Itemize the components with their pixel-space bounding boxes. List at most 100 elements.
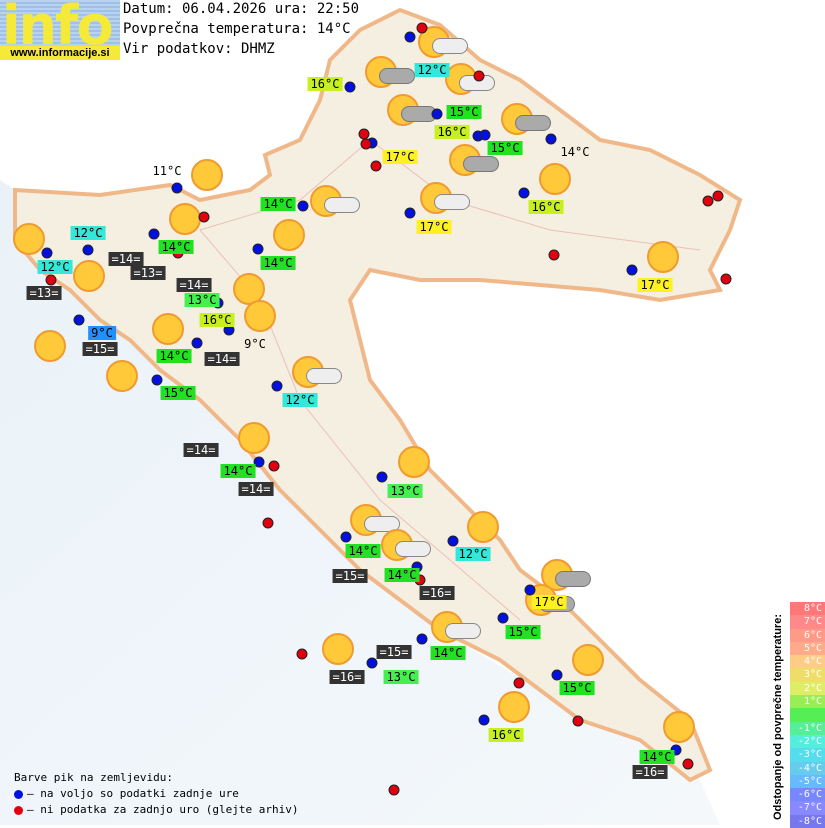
average-temperature: Povprečna temperatura: 14°C: [123, 21, 351, 37]
station-dot-red[interactable]: [268, 460, 280, 472]
temperature-label: 14°C: [560, 145, 590, 159]
station-dot-red[interactable]: [262, 517, 274, 529]
sea-temperature-label: =13=: [130, 266, 166, 280]
temperature-label: 14°C: [156, 349, 192, 363]
station-dot-red[interactable]: [572, 715, 584, 727]
station-dot-blue[interactable]: [271, 380, 283, 392]
temperature-label: 14°C: [260, 197, 296, 211]
legend-title: Barve pik na zemljevidu:: [14, 771, 173, 784]
sea-temperature-label: =14=: [238, 482, 274, 496]
deviation-scale: 8°C 7°C 6°C 5°C 4°C 3°C 2°C 1°C -1°C -2°C -3°C -4°C…: [790, 602, 825, 828]
station-dot-red[interactable]: [370, 160, 382, 172]
blue-dot-icon: [14, 789, 23, 799]
station-dot-blue[interactable]: [416, 633, 428, 645]
station-dot-red[interactable]: [548, 249, 560, 261]
legend-blue: – na voljo so podatki zadnje ure: [27, 787, 239, 800]
station-dot-blue[interactable]: [171, 182, 183, 194]
station-dot-red[interactable]: [473, 70, 485, 82]
scale-step: [790, 708, 825, 722]
station-dot-blue[interactable]: [151, 374, 163, 386]
sun-icon: [273, 219, 305, 251]
temperature-label: 15°C: [446, 105, 482, 119]
cloud-icon: [434, 194, 470, 210]
cloud-icon: [555, 571, 591, 587]
station-dot-blue[interactable]: [551, 669, 563, 681]
scale-step: -5°C: [790, 774, 825, 789]
sun-icon: [34, 330, 66, 362]
sun-icon: [467, 511, 499, 543]
temperature-label: 16°C: [307, 77, 343, 91]
temperature-label: 17°C: [382, 150, 418, 164]
sea-temperature-label: =14=: [204, 352, 240, 366]
sun-icon: [572, 644, 604, 676]
station-dot-blue[interactable]: [344, 81, 356, 93]
station-dot-blue[interactable]: [447, 535, 459, 547]
date-time: Datum: 06.04.2026 ura: 22:50: [123, 1, 360, 17]
station-dot-blue[interactable]: [404, 207, 416, 219]
station-dot-red[interactable]: [388, 784, 400, 796]
station-dot-blue[interactable]: [252, 243, 264, 255]
station-dot-red[interactable]: [702, 195, 714, 207]
station-dot-blue[interactable]: [524, 584, 536, 596]
logo-url[interactable]: www.informacije.si: [0, 46, 120, 60]
station-dot-blue[interactable]: [41, 247, 53, 259]
temperature-label: 13°C: [387, 484, 423, 498]
station-dot-red[interactable]: [198, 211, 210, 223]
temperature-label: 16°C: [488, 728, 524, 742]
sun-icon: [73, 260, 105, 292]
station-dot-red[interactable]: [45, 274, 57, 286]
temperature-label: 12°C: [414, 63, 450, 77]
station-dot-blue[interactable]: [376, 471, 388, 483]
station-dot-red[interactable]: [712, 190, 724, 202]
legend-red: – ni podatka za zadnjo uro (glejte arhiv…: [27, 803, 299, 816]
temperature-label: 15°C: [487, 141, 523, 155]
station-dot-blue[interactable]: [366, 657, 378, 669]
temperature-label: 12°C: [37, 260, 73, 274]
sea-temperature-label: =15=: [376, 645, 412, 659]
sun-icon: [498, 691, 530, 723]
station-dot-blue[interactable]: [253, 456, 265, 468]
station-dot-blue[interactable]: [497, 612, 509, 624]
scale-step: -3°C: [790, 748, 825, 762]
cloud-icon: [395, 541, 431, 557]
temperature-label: 16°C: [434, 125, 470, 139]
sea-temperature-label: =16=: [329, 670, 365, 684]
station-dot-blue[interactable]: [479, 129, 491, 141]
station-dot-red[interactable]: [296, 648, 308, 660]
station-dot-blue[interactable]: [73, 314, 85, 326]
station-dot-blue[interactable]: [478, 714, 490, 726]
sea-temperature-label: =15=: [82, 342, 118, 356]
station-dot-blue[interactable]: [82, 244, 94, 256]
station-dot-blue[interactable]: [431, 108, 443, 120]
temperature-label: 16°C: [199, 313, 235, 327]
sun-icon: [13, 223, 45, 255]
logo[interactable]: info www.informacije.si: [0, 0, 120, 60]
scale-step: -4°C: [790, 761, 825, 775]
cloud-icon: [515, 115, 551, 131]
station-dot-blue[interactable]: [626, 264, 638, 276]
station-dot-blue[interactable]: [191, 337, 203, 349]
station-dot-blue[interactable]: [545, 133, 557, 145]
station-dot-red[interactable]: [720, 273, 732, 285]
station-dot-blue[interactable]: [148, 228, 160, 240]
sea-temperature-label: =14=: [176, 278, 212, 292]
temperature-label: 17°C: [637, 278, 673, 292]
sea-temperature-label: =16=: [632, 765, 668, 779]
cloud-icon: [306, 368, 342, 384]
sun-icon: [191, 159, 223, 191]
station-dot-blue[interactable]: [404, 31, 416, 43]
temperature-label: 13°C: [383, 670, 419, 684]
temperature-label: 14°C: [345, 544, 381, 558]
station-dot-red[interactable]: [360, 138, 372, 150]
station-dot-red[interactable]: [682, 758, 694, 770]
station-dot-red[interactable]: [513, 677, 525, 689]
temperature-label: 15°C: [505, 625, 541, 639]
station-dot-blue[interactable]: [340, 531, 352, 543]
station-dot-blue[interactable]: [518, 187, 530, 199]
station-dot-blue[interactable]: [297, 200, 309, 212]
temperature-label: 14°C: [158, 240, 194, 254]
temperature-label: 12°C: [70, 226, 106, 240]
station-dot-red[interactable]: [416, 22, 428, 34]
scale-step: -8°C: [790, 814, 825, 828]
